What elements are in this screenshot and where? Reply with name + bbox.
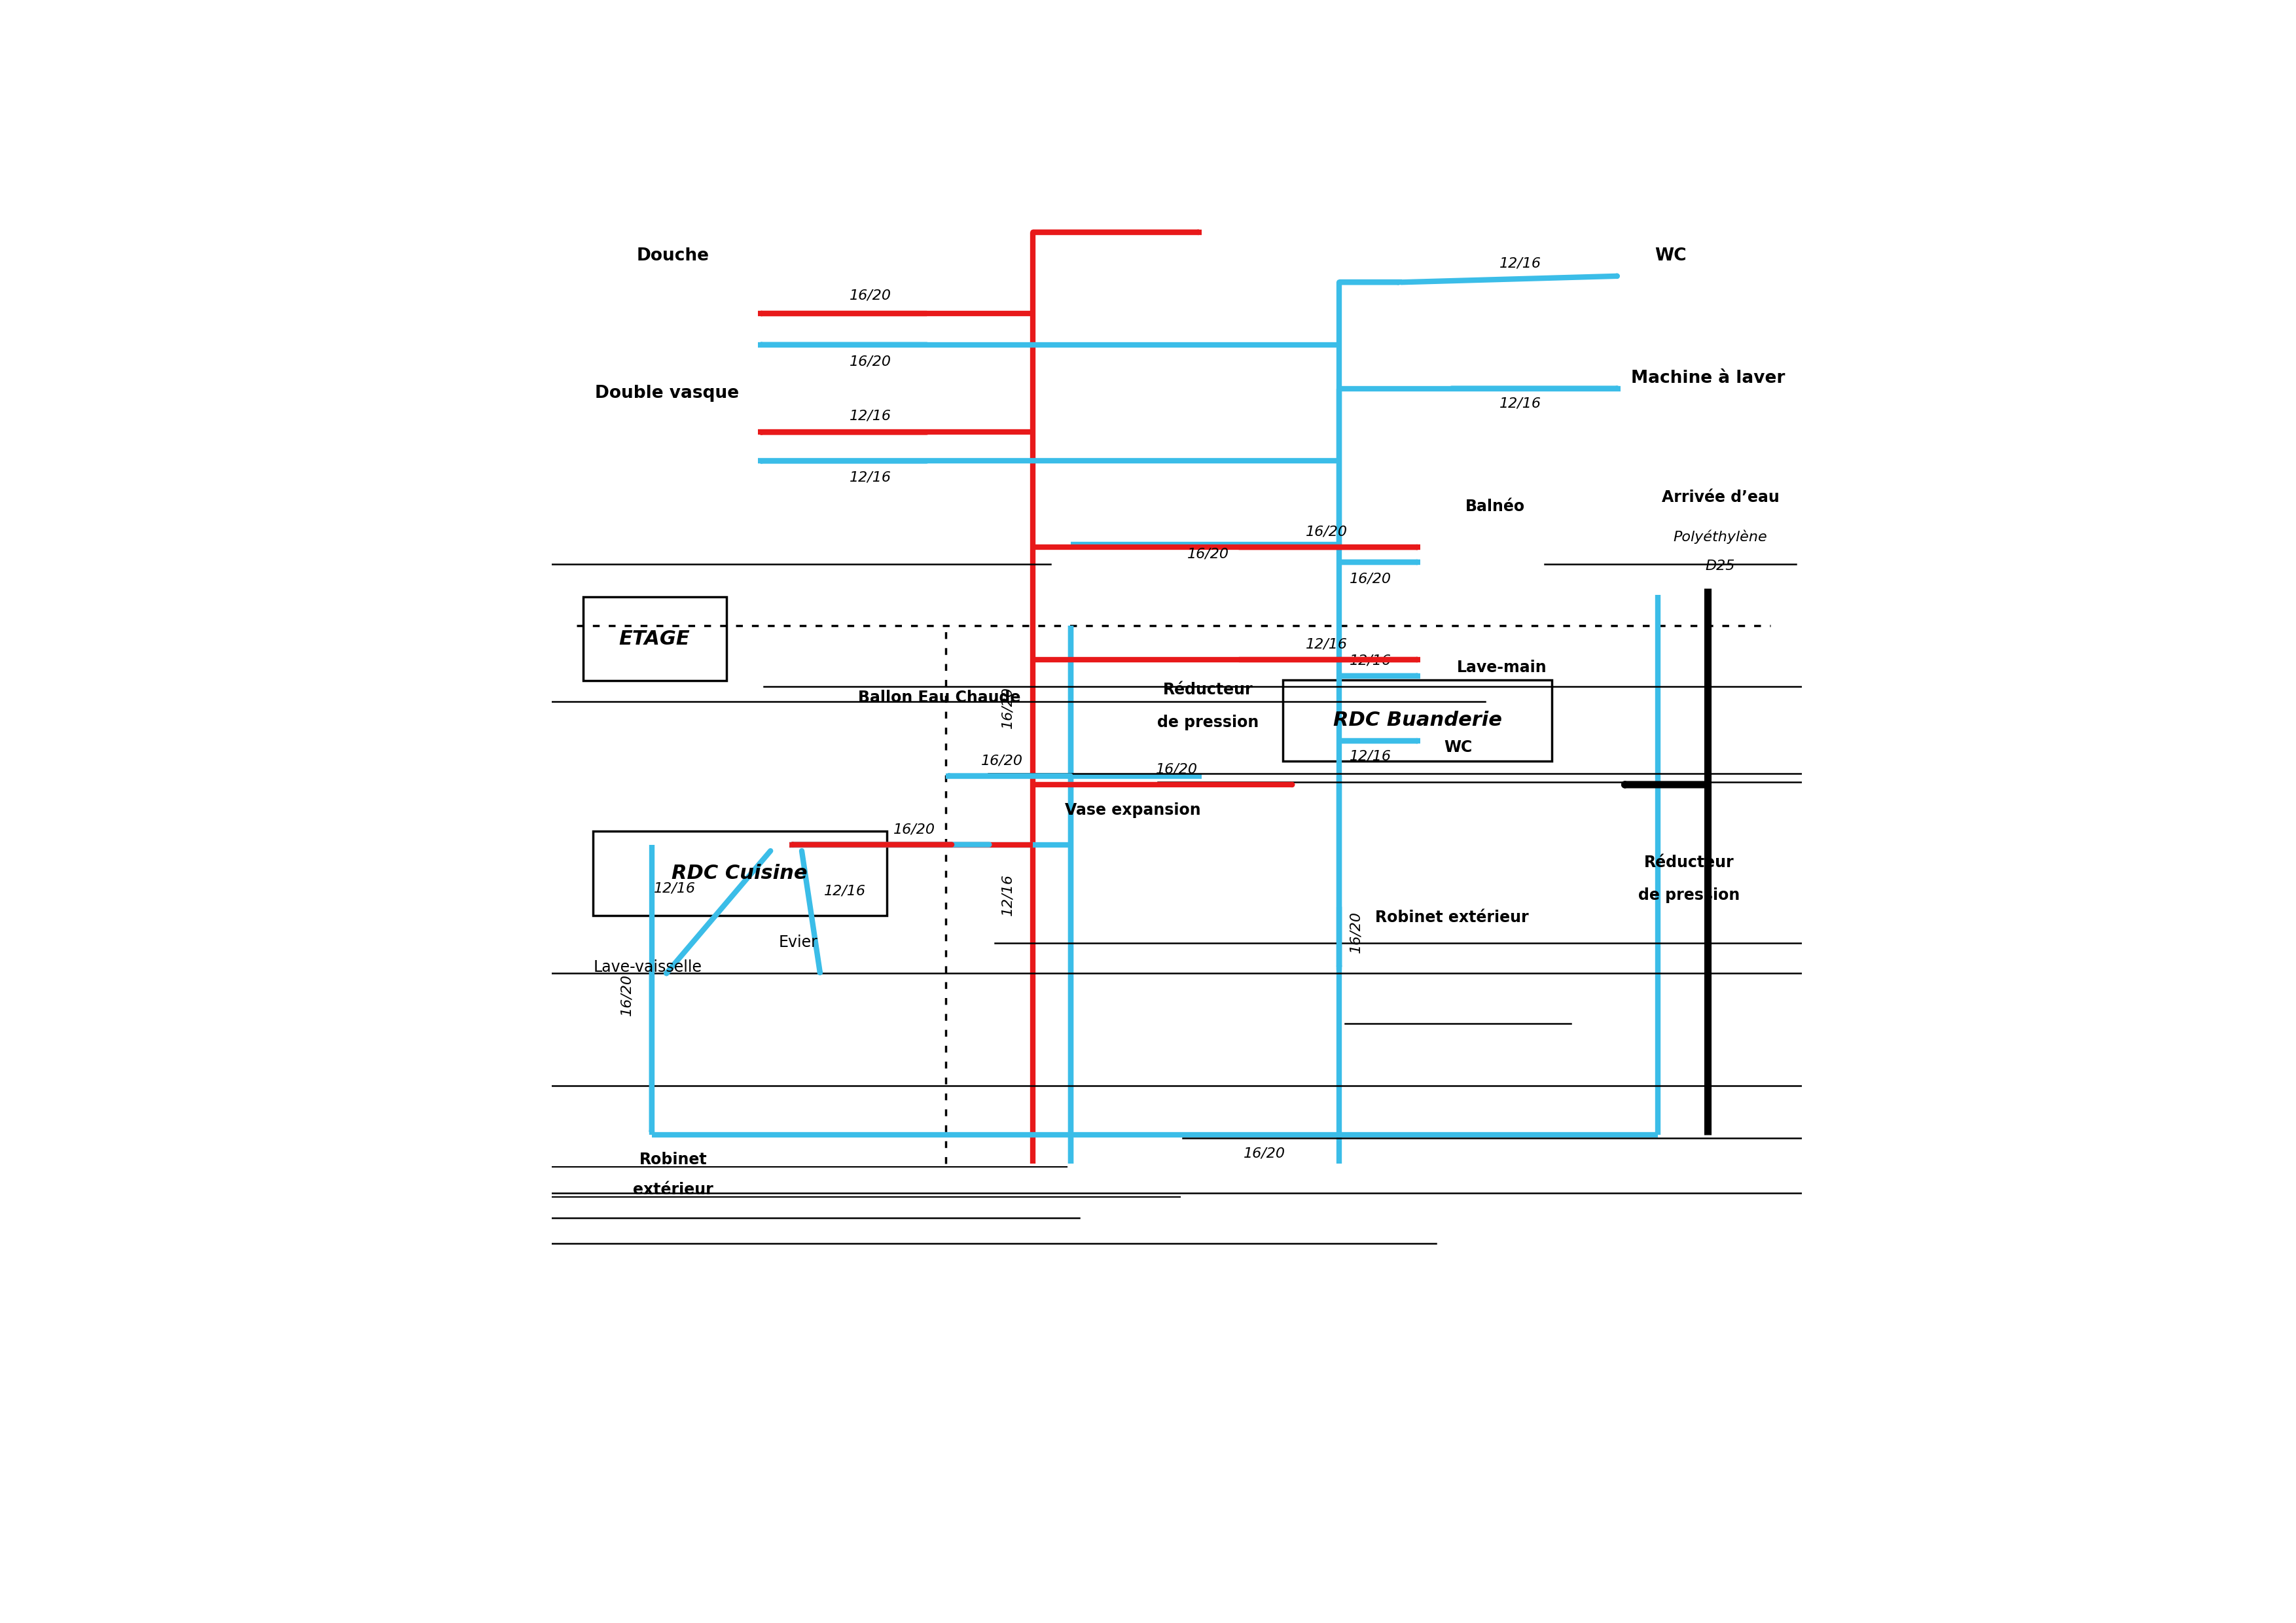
- Text: 16/20: 16/20: [1155, 763, 1199, 776]
- Text: Réducteur: Réducteur: [1644, 855, 1733, 870]
- Text: Vase expansion: Vase expansion: [1065, 802, 1201, 818]
- Text: 12/16: 12/16: [1499, 256, 1541, 269]
- Text: 16/20: 16/20: [1242, 1147, 1286, 1160]
- Text: 16/20: 16/20: [1187, 547, 1228, 560]
- Text: Douche: Douche: [636, 247, 709, 265]
- Text: Arrivée d’eau: Arrivée d’eau: [1662, 490, 1779, 505]
- FancyBboxPatch shape: [592, 831, 886, 915]
- Text: Robinet extérieur: Robinet extérieur: [1375, 909, 1529, 925]
- Text: 16/20: 16/20: [1350, 911, 1362, 953]
- Text: Ballon Eau Chaude: Ballon Eau Chaude: [859, 690, 1019, 706]
- Text: RDC Buanderie: RDC Buanderie: [1334, 711, 1502, 730]
- Text: Balnéo: Balnéo: [1465, 498, 1525, 514]
- Text: RDC Cuisine: RDC Cuisine: [670, 863, 808, 883]
- Text: ETAGE: ETAGE: [618, 630, 689, 649]
- Text: 16/20: 16/20: [850, 355, 891, 368]
- Text: 12/16: 12/16: [1001, 873, 1015, 915]
- Text: de pression: de pression: [1157, 714, 1258, 730]
- Text: D25: D25: [1706, 560, 1736, 573]
- Text: Evier: Evier: [778, 935, 817, 951]
- Text: Double vasque: Double vasque: [595, 385, 739, 403]
- Text: 12/16: 12/16: [850, 471, 891, 484]
- Text: 16/20: 16/20: [893, 823, 934, 836]
- Text: 16/20: 16/20: [850, 289, 891, 302]
- Text: WC: WC: [1655, 247, 1685, 265]
- Text: 16/20: 16/20: [620, 974, 634, 1016]
- Text: 12/16: 12/16: [1350, 654, 1391, 667]
- Text: 12/16: 12/16: [824, 885, 866, 898]
- Text: Lave-main: Lave-main: [1456, 659, 1548, 675]
- Text: 16/20: 16/20: [1306, 526, 1348, 539]
- Text: Machine à laver: Machine à laver: [1630, 370, 1784, 386]
- Text: 12/16: 12/16: [654, 881, 696, 894]
- Text: 12/16: 12/16: [1306, 638, 1348, 651]
- Text: Robinet: Robinet: [638, 1152, 707, 1167]
- Text: WC: WC: [1444, 740, 1472, 755]
- FancyBboxPatch shape: [1283, 680, 1552, 761]
- Text: Lave-vaisselle: Lave-vaisselle: [595, 959, 703, 975]
- Text: 16/20: 16/20: [1001, 687, 1015, 729]
- Text: 16/20: 16/20: [980, 755, 1022, 768]
- Text: Polyéthylène: Polyéthylène: [1674, 529, 1768, 544]
- Text: extérieur: extérieur: [634, 1182, 714, 1198]
- Text: 12/16: 12/16: [1499, 398, 1541, 411]
- Text: 12/16: 12/16: [850, 409, 891, 422]
- Text: de pression: de pression: [1639, 888, 1740, 902]
- FancyBboxPatch shape: [583, 597, 728, 682]
- Text: 16/20: 16/20: [1350, 573, 1391, 586]
- Text: 12/16: 12/16: [1350, 750, 1391, 763]
- Text: Réducteur: Réducteur: [1162, 682, 1254, 698]
